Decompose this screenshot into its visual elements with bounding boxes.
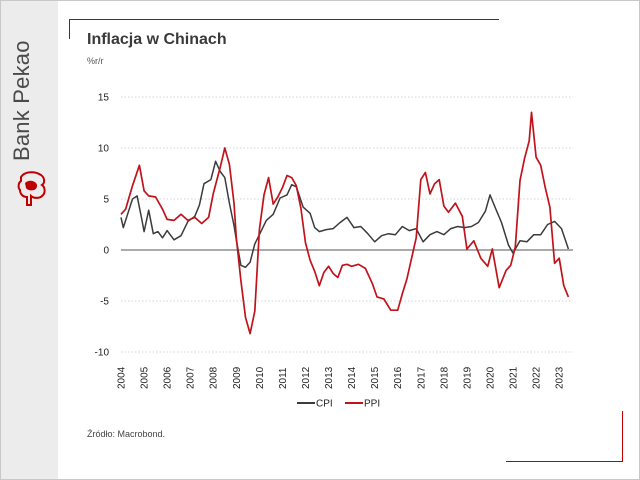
x-tick-label: 2022 (532, 366, 543, 389)
x-tick-label: 2017 (416, 366, 427, 389)
x-tick-label: 2020 (485, 366, 496, 389)
x-tick-label: 2016 (393, 366, 404, 389)
frame-bottom-line (506, 461, 623, 462)
bison-logo-icon (17, 171, 46, 206)
x-tick-label: 2004 (117, 366, 128, 389)
frame-top-corner (69, 19, 70, 39)
frame-top-line (69, 19, 499, 20)
y-tick-label: -5 (100, 297, 109, 308)
x-tick-label: 2019 (462, 366, 473, 389)
y-tick-label: 10 (98, 144, 110, 155)
x-tick-label: 2007 (186, 366, 197, 389)
legend-label-ppi: PPI (364, 399, 380, 410)
x-tick-label: 2013 (324, 366, 335, 389)
chart-title: Inflacja w Chinach (87, 31, 227, 48)
legend-label-cpi: CPI (316, 399, 333, 410)
x-tick-label: 2010 (255, 366, 266, 389)
chart-unit-label: %r/r (87, 56, 104, 66)
x-tick-label: 2011 (278, 367, 289, 389)
y-tick-label: 5 (103, 195, 109, 206)
series-line-cpi (120, 160, 570, 269)
y-tick-label: 0 (103, 246, 109, 257)
y-tick-label: -10 (95, 348, 110, 359)
x-tick-label: 2018 (439, 366, 450, 389)
x-tick-label: 2008 (209, 366, 220, 389)
y-tick-label: 15 (98, 93, 110, 104)
x-tick-label: 2012 (301, 366, 312, 389)
source-note: Źródło: Macrobond. (87, 429, 166, 439)
x-tick-label: 2021 (509, 366, 520, 389)
x-tick-label: 2023 (555, 366, 566, 389)
series-line-ppi (120, 111, 570, 335)
x-tick-label: 2006 (163, 366, 174, 389)
x-tick-label: 2014 (347, 366, 358, 389)
x-tick-label: 2015 (370, 366, 381, 389)
x-tick-label: 2005 (140, 366, 151, 389)
brand-sidebar: Bank Pekao (1, 1, 58, 479)
frame-bottom-corner (622, 411, 623, 462)
x-tick-label: 2009 (232, 366, 243, 389)
